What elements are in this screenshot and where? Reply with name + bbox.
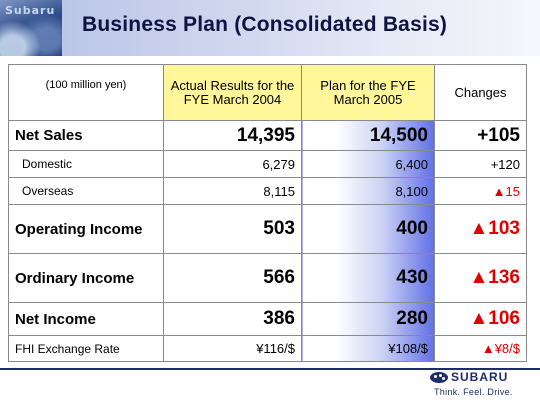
row-label: Ordinary Income [8,253,164,303]
title-band [62,0,540,56]
plan-value: 280 [301,302,435,336]
row-label: Operating Income [8,204,164,254]
plan-value: 14,500 [301,120,435,151]
table-row-ordinary-income: Ordinary Income 566 430 ▲136 [8,253,527,303]
row-label: Net Income [8,302,164,336]
row-label: Net Sales [8,120,164,151]
business-plan-table: (100 million yen) Actual Results for the… [8,64,527,362]
unit-label: (100 million yen) [8,64,164,121]
row-label: FHI Exchange Rate [8,335,164,362]
logo-tagline: Think. Feel. Drive. [434,387,513,397]
plan-value: 8,100 [301,177,435,205]
header-photo-brand: Subaru [5,4,56,17]
page-title: Business Plan (Consolidated Basis) [82,13,448,36]
actual-value: 386 [163,302,302,336]
column-header-plan: Plan for the FYE March 2005 [301,64,435,121]
actual-value: 566 [163,253,302,303]
row-label: Domestic [8,150,164,178]
slide-header: Subaru Business Plan (Consolidated Basis… [0,0,540,56]
change-value: ▲15 [434,177,527,205]
actual-value: 6,279 [163,150,302,178]
table-row-net-income: Net Income 386 280 ▲106 [8,302,527,336]
table-row-net-sales: Net Sales 14,395 14,500 +105 [8,120,527,151]
footer-divider [0,368,540,370]
actual-value: 8,115 [163,177,302,205]
plan-value: 400 [301,204,435,254]
table-row-domestic: Domestic 6,279 6,400 +120 [8,150,527,178]
change-value: ▲106 [434,302,527,336]
logo-wordmark: SUBARU [451,370,509,384]
change-value: ▲103 [434,204,527,254]
header-photo: Subaru [0,0,62,56]
change-value: +120 [434,150,527,178]
plan-value: ¥108/$ [301,335,435,362]
column-header-changes: Changes [434,64,527,121]
row-label: Overseas [8,177,164,205]
table-row-exchange-rate: FHI Exchange Rate ¥116/$ ¥108/$ ▲¥8/$ [8,335,527,362]
subaru-logo: SUBARU Think. Feel. Drive. [430,369,522,399]
plan-value: 430 [301,253,435,303]
table-row-overseas: Overseas 8,115 8,100 ▲15 [8,177,527,205]
table-row-operating-income: Operating Income 503 400 ▲103 [8,204,527,254]
change-value: ▲¥8/$ [434,335,527,362]
change-value: +105 [434,120,527,151]
pleiades-logo-icon [430,372,448,383]
change-value: ▲136 [434,253,527,303]
actual-value: 503 [163,204,302,254]
actual-value: 14,395 [163,120,302,151]
actual-value: ¥116/$ [163,335,302,362]
column-header-actual: Actual Results for the FYE March 2004 [163,64,302,121]
plan-value: 6,400 [301,150,435,178]
table-header-row: (100 million yen) Actual Results for the… [8,64,527,121]
